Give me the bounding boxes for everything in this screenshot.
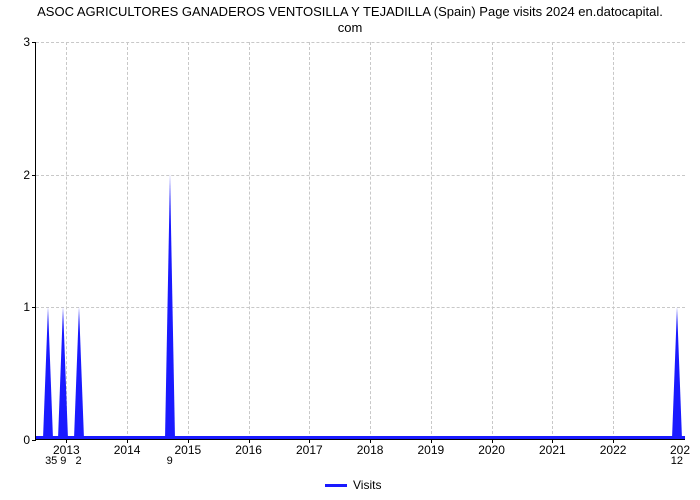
chart-container: ASOC AGRICULTORES GANADEROS VENTOSILLA Y…: [0, 0, 700, 500]
gridline-vertical: [431, 42, 432, 439]
spike-value-label: 12: [671, 439, 683, 467]
y-tick-mark: [32, 175, 36, 176]
x-tick-mark: [431, 439, 432, 443]
data-spike: [58, 307, 68, 439]
gridline-vertical: [309, 42, 310, 439]
gridline-vertical: [613, 42, 614, 439]
legend-label: Visits: [353, 478, 381, 492]
plot-area: 0123201320142015201620172018201920202021…: [35, 42, 685, 440]
x-tick-mark: [309, 439, 310, 443]
gridline-horizontal: [36, 42, 685, 43]
x-tick-mark: [188, 439, 189, 443]
y-tick-mark: [32, 440, 36, 441]
gridline-vertical: [492, 42, 493, 439]
spike-value-label: 5: [51, 439, 57, 467]
x-tick-mark: [492, 439, 493, 443]
x-tick-mark: [370, 439, 371, 443]
data-spike: [672, 307, 682, 439]
gridline-vertical: [188, 42, 189, 439]
spike-value-label: 2: [75, 439, 81, 467]
x-tick-mark: [249, 439, 250, 443]
x-tick-mark: [66, 439, 67, 443]
gridline-vertical: [127, 42, 128, 439]
spike-value-label: 9: [167, 439, 173, 467]
x-tick-mark: [127, 439, 128, 443]
y-tick-mark: [32, 42, 36, 43]
gridline-vertical: [552, 42, 553, 439]
gridline-vertical: [249, 42, 250, 439]
data-spike: [74, 307, 84, 439]
chart-title: ASOC AGRICULTORES GANADEROS VENTOSILLA Y…: [0, 4, 700, 35]
gridline-horizontal: [36, 175, 685, 176]
y-tick-mark: [32, 307, 36, 308]
gridline-horizontal: [36, 307, 685, 308]
x-tick-mark: [613, 439, 614, 443]
legend-swatch: [325, 484, 347, 487]
data-spike: [43, 307, 53, 439]
baseline-line: [36, 436, 685, 439]
spike-value-label: 9: [60, 439, 66, 467]
title-line-1: ASOC AGRICULTORES GANADEROS VENTOSILLA Y…: [37, 4, 663, 19]
x-tick-mark: [552, 439, 553, 443]
title-line-2: com: [338, 20, 363, 35]
legend: Visits: [325, 478, 381, 492]
gridline-vertical: [370, 42, 371, 439]
data-spike: [165, 174, 175, 439]
